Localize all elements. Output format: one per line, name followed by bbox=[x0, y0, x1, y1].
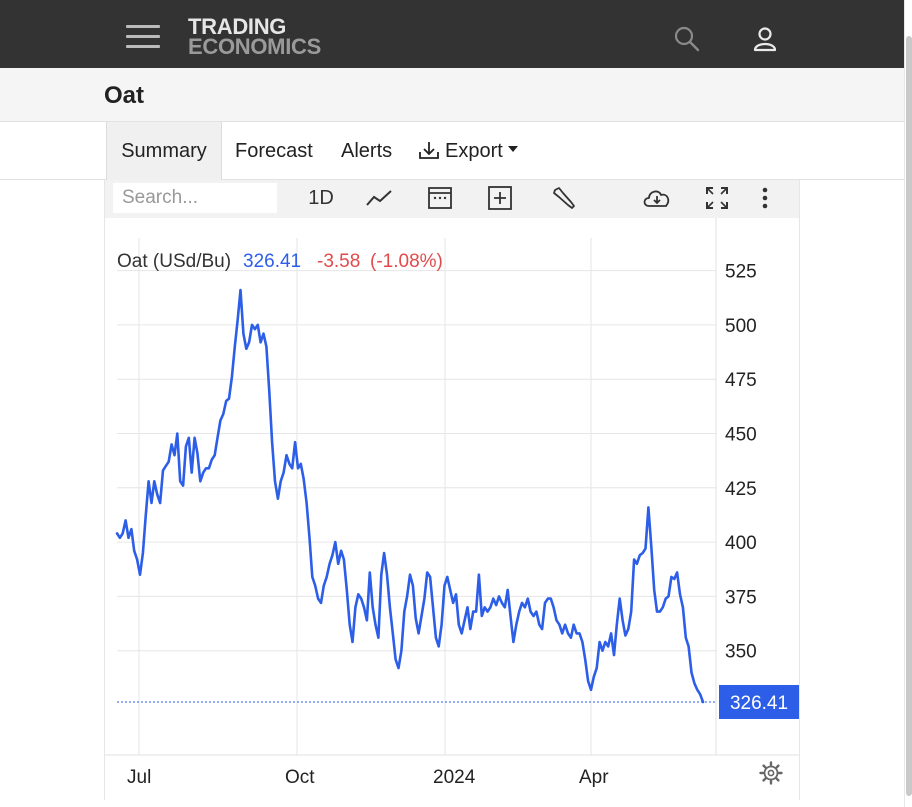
scrollbar-thumb[interactable] bbox=[906, 36, 912, 796]
menu-icon[interactable] bbox=[126, 22, 160, 50]
page-scrollbar[interactable] bbox=[904, 0, 912, 807]
legend-change: -3.58 bbox=[317, 251, 360, 272]
y-tick-label: 350 bbox=[725, 642, 757, 663]
tab-summary[interactable]: Summary bbox=[106, 122, 222, 180]
x-tick-label: Jul bbox=[127, 767, 151, 788]
top-navigation-bar: TRADING ECONOMICS bbox=[0, 0, 912, 68]
tab-bar: Summary Forecast Alerts Export bbox=[0, 122, 904, 180]
y-tick-label: 425 bbox=[725, 479, 757, 500]
interval-button[interactable]: 1D bbox=[308, 186, 334, 209]
y-tick-label: 450 bbox=[725, 425, 757, 446]
user-icon[interactable] bbox=[752, 26, 778, 52]
trading-economics-logo[interactable]: TRADING ECONOMICS bbox=[188, 14, 321, 59]
legend-series-name: Oat (USd/Bu) bbox=[117, 251, 231, 272]
y-tick-label: 375 bbox=[725, 587, 757, 608]
title-bar: Oat bbox=[0, 68, 912, 122]
page-title: Oat bbox=[104, 82, 145, 109]
wrench-icon[interactable] bbox=[548, 182, 580, 214]
x-tick-label: Apr bbox=[579, 767, 609, 788]
tab-forecast[interactable]: Forecast bbox=[235, 140, 313, 162]
price-chart[interactable]: 350 375 400 425 450 475 500 525 Jul Oct 2024 Apr O… bbox=[105, 218, 799, 800]
y-tick-label: 400 bbox=[725, 533, 757, 554]
download-icon bbox=[419, 142, 439, 159]
add-indicator-icon[interactable] bbox=[484, 182, 516, 214]
fullscreen-icon[interactable] bbox=[701, 182, 733, 214]
cloud-download-icon[interactable] bbox=[639, 182, 675, 214]
x-tick-label: 2024 bbox=[433, 767, 476, 788]
y-tick-label: 500 bbox=[725, 316, 757, 337]
legend-last-value: 326.41 bbox=[243, 251, 301, 272]
x-tick-label: Oct bbox=[285, 767, 315, 788]
last-price-tag: 326.41 bbox=[719, 684, 799, 719]
chevron-down-icon bbox=[507, 146, 518, 152]
line-chart-icon[interactable] bbox=[363, 182, 395, 214]
tab-export[interactable]: Export bbox=[418, 122, 518, 180]
tab-alerts[interactable]: Alerts bbox=[341, 140, 393, 162]
y-tick-label: 475 bbox=[725, 370, 757, 391]
calendar-icon[interactable] bbox=[424, 182, 456, 214]
export-label: Export bbox=[445, 140, 503, 162]
last-price-label: 326.41 bbox=[730, 693, 788, 714]
chart-series-line bbox=[115, 288, 705, 704]
chart-grid bbox=[117, 238, 716, 755]
chart-search-input[interactable] bbox=[113, 183, 277, 213]
legend-change-percent: (-1.08%) bbox=[370, 251, 443, 272]
quote-legend: Oat (USd/Bu) 326.41 -3.58 (-1.08%) bbox=[117, 251, 443, 272]
search-icon[interactable] bbox=[674, 26, 700, 52]
y-tick-label: 525 bbox=[725, 262, 757, 283]
more-vertical-icon[interactable] bbox=[753, 182, 777, 214]
settings-gear-icon[interactable] bbox=[759, 761, 783, 785]
logo-line-2: ECONOMICS bbox=[188, 34, 321, 59]
chart-panel: 1D 350 375 400 425 450 475 500 525 Jul Oct 2024 Ap… bbox=[104, 180, 800, 800]
logo-line-1: TRADING bbox=[188, 14, 287, 39]
chart-toolbar: 1D bbox=[105, 180, 799, 218]
